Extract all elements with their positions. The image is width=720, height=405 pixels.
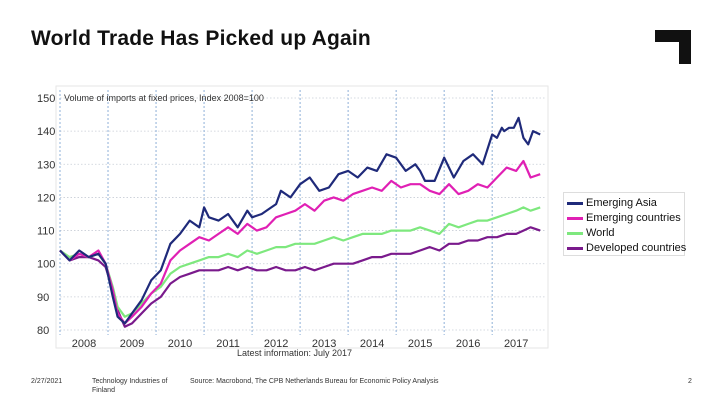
legend-label: Developed countries (586, 242, 687, 254)
x-tick-label: 2009 (120, 338, 144, 350)
legend-item-emerging-asia: Emerging Asia (567, 196, 657, 210)
series-line-emerging-countries (59, 159, 541, 325)
x-tick-label: 2008 (72, 338, 96, 350)
series-line-emerging-asia (59, 116, 541, 325)
legend-swatch (567, 201, 583, 205)
legend-label: Emerging countries (586, 212, 681, 224)
chart-legend: Emerging Asia Emerging countries World D… (563, 192, 686, 256)
chart-title: Volume of imports at fixed prices, Index… (64, 93, 264, 103)
footer-organization: Technology Industries of Finland (92, 378, 168, 394)
x-tick-label: 2012 (264, 338, 288, 350)
legend-item-developed-countries: Developed countries (567, 241, 686, 255)
y-tick-label: 90 (37, 292, 49, 304)
y-tick-label: 150 (37, 93, 55, 105)
x-tick-label: 2015 (408, 338, 432, 350)
footer-source: Source: Macrobond, The CPB Netherlands B… (190, 378, 439, 385)
x-tick-label: 2014 (360, 338, 384, 350)
x-tick-label: 2013 (312, 338, 336, 350)
footer-date: 2/27/2021 (31, 378, 63, 385)
y-tick-label: 120 (37, 192, 55, 204)
series-lines (59, 116, 541, 328)
chart-frame (55, 85, 549, 349)
legend-label: World (586, 227, 615, 239)
y-tick-label: 140 (37, 126, 55, 138)
legend-swatch (567, 231, 583, 235)
chart-caption: Latest information: July 2017 (237, 348, 352, 358)
series-line-developed-countries (59, 226, 541, 328)
series-line-world (59, 206, 541, 318)
legend-swatch (567, 246, 583, 250)
x-tick-label: 2011 (216, 338, 240, 350)
y-tick-label: 130 (37, 159, 55, 171)
y-tick-label: 110 (37, 226, 55, 238)
legend-item-emerging-countries: Emerging countries (567, 211, 681, 225)
tick-labels: 80 90 100 110 120 130 140 150 2008 2009 2010 2011 20… (37, 93, 528, 350)
y-tick-label: 80 (37, 325, 49, 337)
page-number: 2 (688, 378, 692, 385)
x-tick-label: 2016 (456, 338, 480, 350)
legend-swatch (567, 216, 583, 220)
x-tick-label: 2010 (168, 338, 192, 350)
y-tick-label: 100 (37, 259, 55, 271)
legend-label: Emerging Asia (586, 197, 657, 209)
corner-logo-mark (655, 30, 691, 64)
slide-title: World Trade Has Picked up Again (31, 27, 371, 50)
grid-layer (59, 90, 545, 335)
x-tick-label: 2017 (504, 338, 528, 350)
legend-item-world: World (567, 226, 615, 240)
